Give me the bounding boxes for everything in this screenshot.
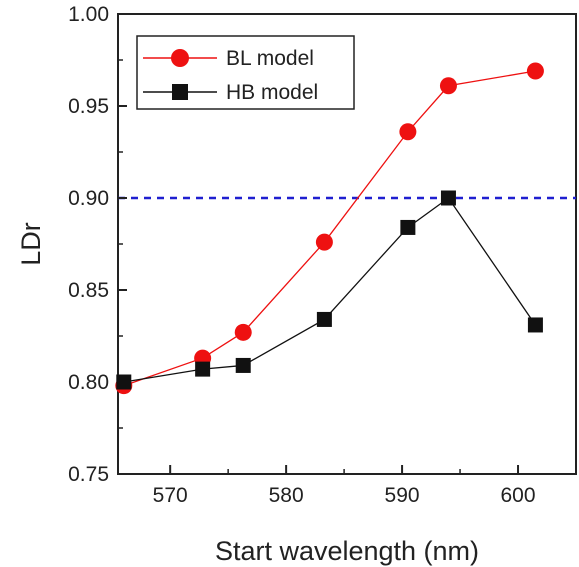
y-tick-label: 0.80 xyxy=(68,371,109,394)
legend-marker-bl xyxy=(171,49,189,67)
data-point xyxy=(316,311,332,327)
x-tick-label: 580 xyxy=(269,484,304,507)
y-tick-label: 0.85 xyxy=(68,279,109,302)
y-tick-label: 1.00 xyxy=(68,3,109,26)
x-tick-label: 590 xyxy=(385,484,420,507)
data-point xyxy=(235,357,251,373)
x-tick-label: 570 xyxy=(153,484,188,507)
data-point xyxy=(195,361,211,377)
y-tick-label: 0.75 xyxy=(68,463,109,486)
series-line xyxy=(123,70,536,387)
y-tick-label: 0.90 xyxy=(68,187,109,210)
legend: BL model HB model xyxy=(136,35,355,110)
data-point xyxy=(399,123,417,141)
data-point xyxy=(527,317,543,333)
legend-label-hb: HB model xyxy=(226,81,318,104)
data-point xyxy=(234,323,252,341)
data-point xyxy=(440,190,456,206)
y-tick-label: 0.95 xyxy=(68,95,109,118)
data-point xyxy=(439,77,457,95)
data-point xyxy=(315,233,333,251)
data-point xyxy=(400,219,416,235)
x-tick-label: 600 xyxy=(501,484,536,507)
legend-marker-hb xyxy=(172,84,188,100)
x-axis: 570 580 590 600 xyxy=(153,465,577,507)
series-line xyxy=(123,197,536,383)
data-point xyxy=(526,62,544,80)
y-axis-title: LDr xyxy=(16,222,46,266)
series-layer xyxy=(115,62,544,395)
data-point xyxy=(116,374,132,390)
legend-label-bl: BL model xyxy=(226,47,314,70)
x-axis-title: Start wavelength (nm) xyxy=(215,536,479,566)
